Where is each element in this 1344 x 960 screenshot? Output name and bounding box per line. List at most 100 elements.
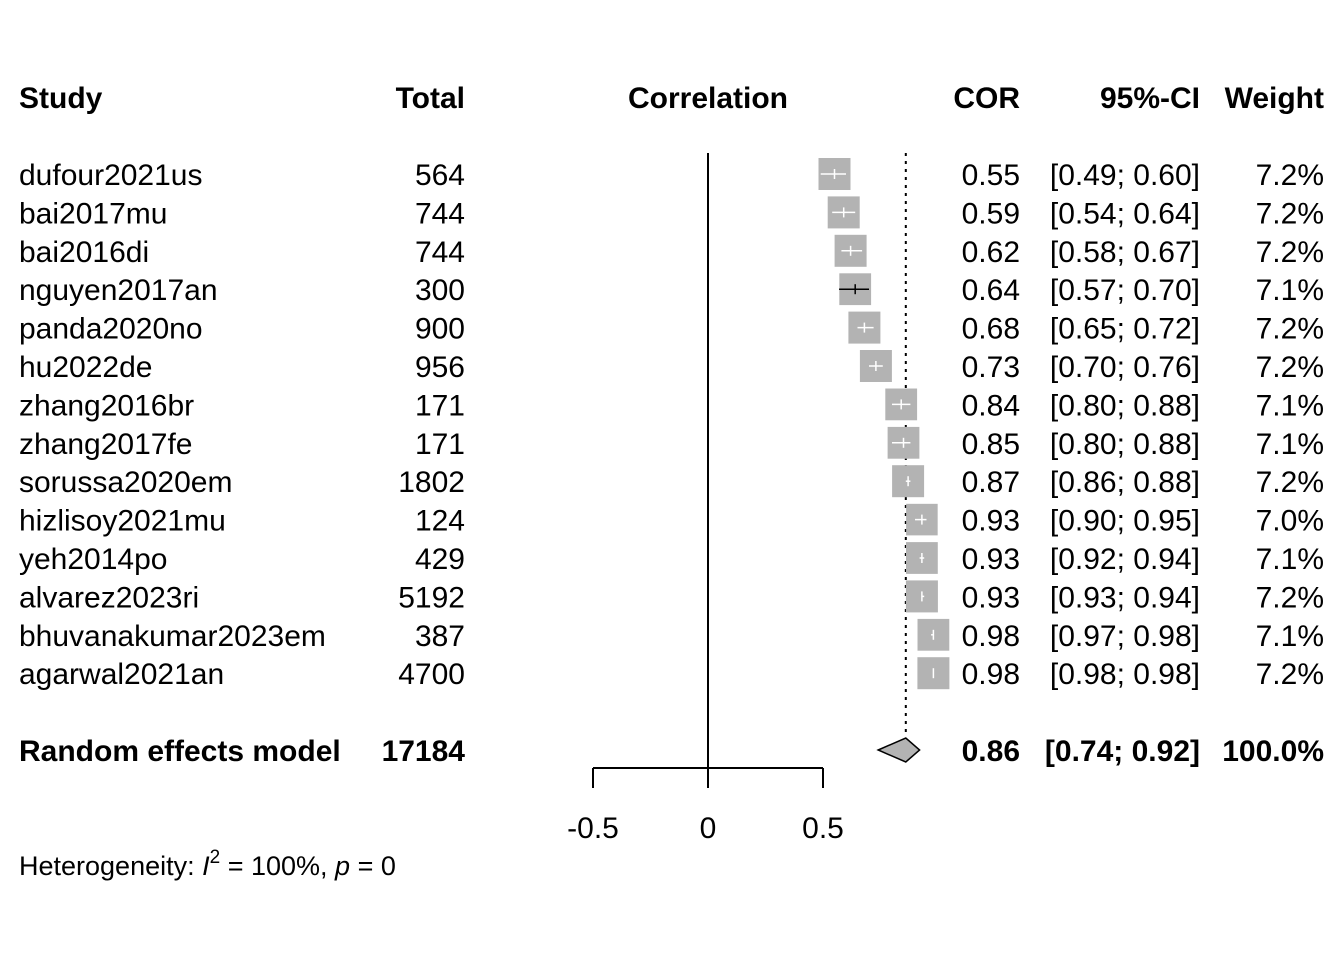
study-name: hu2022de [19,351,152,384]
study-total: 4700 [398,658,465,691]
study-cor: 0.62 [962,236,1020,269]
study-name: bhuvanakumar2023em [19,620,326,653]
study-weight: 7.2% [1256,313,1324,346]
het-p-value: = 0 [350,851,396,881]
study-ci: [0.65; 0.72] [1050,313,1200,346]
study-ci: [0.58; 0.67] [1050,236,1200,269]
study-name: yeh2014po [19,543,167,576]
x-tick-label: -0.5 [567,812,619,845]
study-row: panda2020no 900 0.68 [0.65; 0.72] 7.2% [19,313,1324,346]
header-study: Study [19,82,103,115]
study-total: 171 [415,428,465,461]
study-ci: [0.54; 0.64] [1050,197,1200,230]
study-name: zhang2017fe [19,428,193,461]
study-name: bai2016di [19,236,149,269]
study-cor: 0.68 [962,313,1020,346]
study-row: alvarez2023ri 5192 0.93 [0.93; 0.94] 7.2% [19,581,1324,614]
study-total: 171 [415,389,465,422]
study-name: dufour2021us [19,159,203,192]
study-name: bai2017mu [19,197,167,230]
study-weight: 7.1% [1256,274,1324,307]
heterogeneity-text: Heterogeneity: I2 = 100%, p = 0 [19,847,396,881]
study-name: zhang2016br [19,389,194,422]
pooled-cor: 0.86 [962,735,1020,768]
pooled-label: Random effects model [19,735,341,768]
pooled-total: 17184 [382,735,466,768]
study-weight: 7.2% [1256,236,1324,269]
header-ci: 95%-CI [1100,82,1200,115]
study-ci: [0.80; 0.88] [1050,428,1200,461]
study-name: sorussa2020em [19,466,232,499]
study-total: 1802 [398,466,465,499]
study-row: bai2017mu 744 0.59 [0.54; 0.64] 7.2% [19,197,1324,230]
x-axis: -0.5 0 0.5 [567,767,844,845]
study-row: hizlisoy2021mu 124 0.93 [0.90; 0.95] 7.0% [19,505,1324,538]
study-cor: 0.98 [962,620,1020,653]
study-ci: [0.97; 0.98] [1050,620,1200,653]
study-total: 956 [415,351,465,384]
het-i-sup: 2 [210,847,221,868]
study-weight: 7.1% [1256,620,1324,653]
study-ci: [0.92; 0.94] [1050,543,1200,576]
x-tick-label: 0 [700,812,717,845]
study-name: hizlisoy2021mu [19,505,226,538]
study-cor: 0.87 [962,466,1020,499]
study-row: zhang2016br 171 0.84 [0.80; 0.88] 7.1% [19,389,1324,422]
study-cor: 0.84 [962,389,1020,422]
study-ci: [0.93; 0.94] [1050,581,1200,614]
study-cor: 0.59 [962,197,1020,230]
study-row: dufour2021us 564 0.55 [0.49; 0.60] 7.2% [19,159,1324,192]
study-cor: 0.98 [962,658,1020,691]
study-weight: 7.2% [1256,351,1324,384]
study-row: nguyen2017an 300 0.64 [0.57; 0.70] 7.1% [19,274,1324,307]
study-ci: [0.70; 0.76] [1050,351,1200,384]
study-ci: [0.80; 0.88] [1050,389,1200,422]
x-tick-label: 0.5 [802,812,844,845]
study-total: 124 [415,505,465,538]
study-name: panda2020no [19,313,203,346]
study-total: 900 [415,313,465,346]
study-total: 5192 [398,581,465,614]
study-total: 564 [415,159,465,192]
header-cor: COR [953,82,1020,115]
het-p-symbol: p [334,851,350,881]
study-total: 300 [415,274,465,307]
study-name: nguyen2017an [19,274,218,307]
study-weight: 7.0% [1256,505,1324,538]
header-weight: Weight [1225,82,1324,115]
study-ci: [0.90; 0.95] [1050,505,1200,538]
study-weight: 7.2% [1256,658,1324,691]
study-total: 429 [415,543,465,576]
study-weight: 7.2% [1256,197,1324,230]
study-row: agarwal2021an 4700 0.98 [0.98; 0.98] 7.2% [19,658,1324,691]
study-cor: 0.64 [962,274,1020,307]
study-total: 744 [415,197,465,230]
study-ci: [0.86; 0.88] [1050,466,1200,499]
pooled-ci: [0.74; 0.92] [1045,735,1200,768]
study-row: hu2022de 956 0.73 [0.70; 0.76] 7.2% [19,351,1324,384]
study-row: bai2016di 744 0.62 [0.58; 0.67] 7.2% [19,236,1324,269]
study-rows: dufour2021us 564 0.55 [0.49; 0.60] 7.2%bai20… [19,159,1324,691]
pooled-diamond [876,737,921,763]
study-total: 387 [415,620,465,653]
het-i-symbol: I [202,851,210,881]
study-cor: 0.93 [962,543,1020,576]
study-name: agarwal2021an [19,658,224,691]
study-weight: 7.1% [1256,389,1324,422]
study-weight: 7.2% [1256,159,1324,192]
study-cor: 0.85 [962,428,1020,461]
header-correlation: Correlation [628,82,788,115]
study-row: yeh2014po 429 0.93 [0.92; 0.94] 7.1% [19,543,1324,576]
study-weight: 7.1% [1256,543,1324,576]
het-prefix: Heterogeneity: [19,851,202,881]
study-cor: 0.93 [962,505,1020,538]
study-name: alvarez2023ri [19,581,199,614]
study-total: 744 [415,236,465,269]
study-ci: [0.49; 0.60] [1050,159,1200,192]
study-weight: 7.1% [1256,428,1324,461]
study-row: zhang2017fe 171 0.85 [0.80; 0.88] 7.1% [19,428,1324,461]
header-total: Total [396,82,465,115]
study-row: bhuvanakumar2023em 387 0.98 [0.97; 0.98] 7.1… [19,620,1324,653]
study-cor: 0.73 [962,351,1020,384]
